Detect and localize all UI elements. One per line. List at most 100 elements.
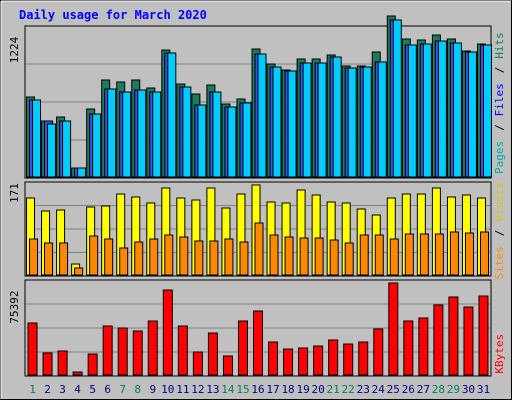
day-label-10: 10	[161, 383, 174, 396]
pages-bar-day-25	[393, 20, 401, 177]
day-label-17: 17	[266, 383, 279, 396]
sites-bar-day-27	[420, 234, 428, 275]
kbytes-bar-day-18	[284, 349, 293, 375]
sites-bar-day-3	[60, 243, 68, 275]
sites-bar-day-17	[270, 235, 278, 275]
kbytes-bar-day-3	[58, 351, 67, 375]
day-label-28: 28	[432, 383, 445, 396]
kbytes-bar-day-22	[344, 344, 353, 375]
day-label-16: 16	[251, 383, 264, 396]
day-label-2: 2	[44, 383, 51, 396]
kbytes-bar-day-25	[389, 283, 398, 375]
sites-bar-day-9	[150, 239, 158, 275]
visits-ymax-label: 171	[8, 183, 21, 203]
day-label-20: 20	[312, 383, 325, 396]
day-label-24: 24	[372, 383, 386, 396]
pages-bar-day-13	[213, 92, 221, 177]
kbytes-bar-day-28	[434, 305, 443, 375]
pages-bar-day-10	[168, 53, 176, 177]
legend-visits: Visits	[493, 182, 506, 222]
kbytes-bar-day-12	[193, 352, 202, 375]
kbytes-bar-day-16	[254, 311, 263, 375]
sites-bar-day-21	[330, 240, 338, 275]
legend-separator: /	[493, 124, 506, 131]
kbytes-bar-day-19	[299, 348, 308, 375]
day-label-1: 1	[29, 383, 36, 396]
sites-bar-day-28	[435, 234, 443, 275]
pages-bar-day-24	[378, 62, 386, 177]
sites-bar-day-19	[300, 238, 308, 275]
day-label-14: 14	[221, 383, 235, 396]
kbytes-bar-day-5	[88, 354, 97, 375]
sites-bar-day-1	[30, 239, 38, 275]
kbytes-bar-day-23	[359, 342, 368, 375]
kbytes-bar-day-29	[449, 297, 458, 375]
sites-bar-day-24	[375, 235, 383, 275]
day-label-27: 27	[417, 383, 430, 396]
sites-bar-day-4	[75, 268, 83, 275]
sites-bar-day-16	[255, 223, 263, 275]
day-label-18: 18	[281, 383, 294, 396]
day-label-5: 5	[89, 383, 96, 396]
sites-bar-day-13	[210, 241, 218, 275]
legend-sites: Sites	[493, 246, 506, 279]
visits-legend: Sites / Visits	[493, 182, 506, 279]
sites-bar-day-15	[240, 242, 248, 275]
kbytes-legend: KBytes	[493, 334, 506, 374]
pages-bar-day-8	[138, 90, 146, 177]
kbytes-bar-day-20	[314, 346, 323, 375]
pages-bar-day-7	[123, 92, 131, 177]
kbytes-bar-day-27	[419, 318, 428, 375]
pages-bar-day-14	[228, 107, 236, 177]
kbytes-bar-day-10	[163, 290, 172, 375]
pages-bar-day-18	[288, 71, 296, 177]
kbytes-bar-day-21	[329, 340, 338, 375]
day-label-30: 30	[462, 383, 475, 396]
pages-bar-day-29	[453, 43, 461, 177]
sites-bar-day-18	[285, 237, 293, 275]
pages-bar-day-5	[93, 114, 101, 177]
day-label-29: 29	[447, 383, 460, 396]
kbytes-bar-day-8	[133, 331, 142, 375]
pages-bar-day-27	[423, 44, 431, 177]
legend-separator: /	[493, 230, 506, 237]
sites-bar-day-25	[390, 239, 398, 275]
day-label-7: 7	[119, 383, 126, 396]
sites-bar-day-14	[225, 239, 233, 275]
pages-bar-day-2	[48, 124, 56, 177]
pages-bar-day-21	[333, 57, 341, 177]
pages-bar-day-9	[153, 92, 161, 177]
pages-bar-day-3	[63, 121, 71, 177]
pages-bar-day-20	[318, 63, 326, 177]
pages-bar-day-19	[303, 63, 311, 177]
pages-bar-day-4	[78, 168, 86, 177]
sites-bar-day-26	[405, 234, 413, 275]
sites-bar-day-30	[465, 233, 473, 275]
day-label-26: 26	[402, 383, 415, 396]
sites-bar-day-7	[120, 248, 128, 275]
legend-separator: /	[493, 67, 506, 74]
day-label-23: 23	[357, 383, 370, 396]
day-label-6: 6	[104, 383, 111, 396]
sites-bar-day-31	[480, 232, 488, 275]
sites-bar-day-29	[450, 232, 458, 275]
day-label-19: 19	[296, 383, 309, 396]
kbytes-bar-day-9	[148, 321, 157, 375]
pages-bar-day-26	[408, 45, 416, 177]
pages-bar-day-11	[183, 87, 191, 177]
kbytes-bar-day-15	[238, 321, 247, 375]
pages-bar-day-6	[108, 89, 116, 177]
legend-kbytes: KBytes	[493, 334, 506, 374]
pages-bar-day-31	[483, 45, 491, 177]
kbytes-bar-day-14	[223, 356, 232, 375]
day-label-13: 13	[206, 383, 219, 396]
kbytes-bar-day-31	[479, 296, 488, 375]
pages-bar-day-16	[258, 54, 266, 177]
sites-bar-day-5	[90, 236, 98, 275]
kbytes-bar-day-11	[178, 326, 187, 375]
hits-ymax-label: 1224	[8, 36, 21, 63]
legend-files: Files	[493, 83, 506, 116]
sites-bar-day-2	[45, 243, 53, 275]
legend-hits: Hits	[493, 32, 506, 59]
